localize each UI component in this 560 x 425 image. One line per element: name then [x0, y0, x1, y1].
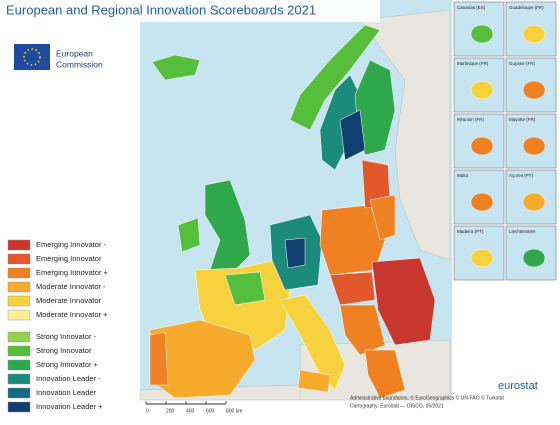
legend-label: Emerging Innovator	[36, 254, 102, 263]
legend-label: Moderate Innovator -	[36, 282, 106, 291]
legend-swatch	[7, 253, 31, 265]
legend-swatch	[7, 331, 31, 343]
scale-label: 200	[166, 408, 175, 414]
title-band	[0, 0, 380, 22]
region	[329, 271, 376, 306]
region	[371, 257, 436, 346]
inset-land	[522, 24, 546, 44]
inset-land	[470, 24, 494, 44]
inset-land	[470, 80, 494, 100]
legend-swatch	[7, 401, 31, 413]
insets: Canarias (ES) Guadeloupe (FR) Martinique (…	[453, 1, 557, 281]
legend-swatch	[7, 387, 31, 399]
scale-bar: 0 200 400 600 800 km	[145, 401, 242, 414]
footer-text: Cartography: Eurostat — GISCO, 05/2021	[350, 403, 444, 409]
inset-label: Réunion (FR)	[457, 117, 485, 122]
legend-label: Strong Innovator +	[36, 360, 99, 369]
eurostat-logo: eurostat	[498, 380, 538, 392]
map	[139, 9, 451, 401]
inset-label: Liechtenstein	[509, 229, 536, 234]
footer-text: Administrative boundaries: © EuroGeograp…	[350, 394, 505, 401]
region	[369, 194, 396, 241]
inset-label: Guyane (FR)	[509, 61, 536, 66]
logo-text: European	[56, 48, 93, 58]
inset-label: Guadeloupe (FR)	[509, 5, 544, 10]
scale-label: 0	[146, 408, 149, 414]
land	[359, 9, 451, 261]
scale-label: 400	[186, 408, 195, 414]
inset-land	[522, 136, 546, 156]
region	[339, 109, 366, 161]
legend-swatch	[7, 373, 31, 385]
inset-label: Malta	[457, 173, 469, 178]
inset-label: Martinique (FR)	[457, 61, 489, 66]
logo-text: Commission	[56, 59, 103, 69]
inset-frame	[453, 113, 505, 169]
legend-label: Innovation Leader	[36, 388, 97, 397]
title: European and Regional Innovation Scorebo…	[6, 2, 316, 17]
inset-land	[522, 192, 546, 212]
legend-label: Emerging Innovator +	[36, 268, 109, 277]
region	[224, 271, 266, 306]
inset-label: Madeira (PT)	[457, 229, 484, 234]
legend-label: Innovation Leader +	[36, 402, 103, 411]
region	[151, 54, 201, 81]
legend-swatch	[7, 309, 31, 321]
inset-land	[470, 248, 494, 268]
region	[279, 294, 346, 391]
legend-swatch	[7, 295, 31, 307]
region	[297, 369, 331, 393]
legend: Emerging Innovator - Emerging Innovator Em…	[7, 239, 109, 413]
region	[364, 349, 406, 399]
legend-label: Innovation Leader -	[36, 374, 101, 383]
logo: European Commission	[14, 44, 103, 70]
legend-swatch	[7, 359, 31, 371]
legend-swatch	[7, 267, 31, 279]
scale-label: 800 km	[226, 408, 242, 414]
inset-land	[522, 80, 546, 100]
legend-swatch	[7, 239, 31, 251]
legend-label: Moderate Innovator	[36, 296, 102, 305]
inset-label: Açores (PT)	[509, 173, 534, 178]
scale-label: 600	[206, 408, 215, 414]
inset-label: Mayotte (FR)	[509, 117, 536, 122]
inset-land	[522, 248, 546, 268]
legend-swatch	[7, 345, 31, 357]
legend-label: Strong Innovator -	[36, 332, 97, 341]
eu-stars	[23, 48, 41, 66]
region	[284, 237, 306, 269]
inset-land	[470, 192, 494, 212]
legend-label: Moderate Innovator +	[36, 310, 108, 319]
region	[177, 217, 201, 253]
legend-swatch	[7, 281, 31, 293]
legend-label: Emerging Innovator -	[36, 240, 107, 249]
inset-land	[470, 136, 494, 156]
region	[289, 24, 381, 131]
inset-label: Canarias (ES)	[457, 5, 486, 10]
legend-label: Strong Innovator	[36, 346, 92, 355]
eu-flag	[14, 44, 50, 70]
region	[149, 331, 169, 386]
